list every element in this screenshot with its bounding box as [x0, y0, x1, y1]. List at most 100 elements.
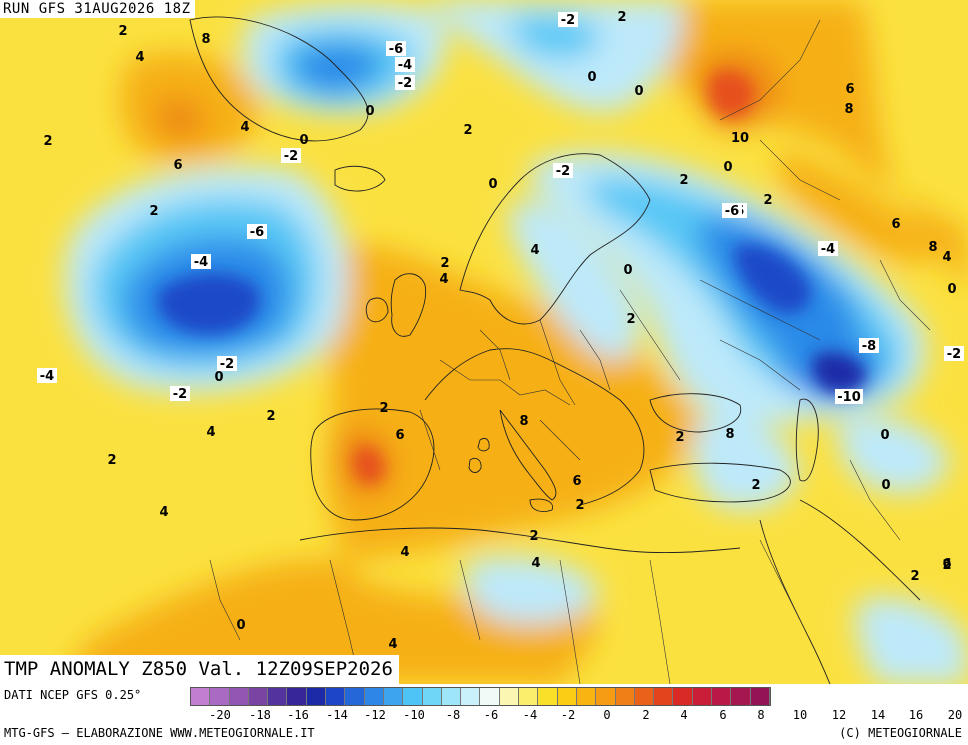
color-swatch [519, 688, 539, 705]
contour-label-bg [217, 356, 237, 371]
color-swatch [383, 688, 404, 705]
contour-label: 0 [236, 618, 245, 633]
color-scale-tick: 8 [757, 708, 765, 722]
color-swatch [191, 688, 211, 705]
footer: DATI NCEP GFS 0.25° -20 -18 -16 -14 -12 -10 -8… [0, 684, 968, 745]
contour-label: 2 [675, 430, 684, 445]
contour-label: 0 [623, 263, 632, 278]
contour-label: 8 [844, 102, 853, 117]
color-scale-ticks: -20 -18 -16 -14 -12 -10 -8 -6 -4 -2 0 2 4 6 8 10 12 14 16 2… [190, 708, 966, 722]
color-swatch [403, 688, 423, 705]
contour-label: -2 [947, 347, 961, 362]
contour-label: -2 [284, 149, 298, 164]
contour-label: 2 [529, 529, 538, 544]
contour-label-bg [835, 389, 863, 404]
color-scale-tick: -2 [560, 708, 576, 722]
color-scale-bar [190, 687, 771, 706]
contour-label: 2 [379, 401, 388, 416]
contour-label: 4 [400, 545, 409, 560]
color-scale-tick: 4 [680, 708, 688, 722]
color-scale-tick: -16 [287, 708, 309, 722]
color-scale-tick: -18 [249, 708, 271, 722]
contour-label-bg [859, 338, 879, 353]
contour-label: 4 [530, 243, 539, 258]
color-scale-tick: 10 [792, 708, 808, 722]
contour-label: 0 [947, 282, 956, 297]
credit-left: MTG-GFS – ELABORAZIONE WWW.METEOGIORNALE… [4, 726, 315, 740]
contour-label: -2 [556, 164, 570, 179]
color-swatch [326, 688, 346, 705]
color-swatch [268, 688, 288, 705]
color-scale-tick: 2 [642, 708, 650, 722]
contour-label: -4 [398, 58, 412, 73]
contour-label: 4 [942, 250, 951, 265]
contour-label: 4 [439, 272, 448, 287]
contour-label: -2 [561, 13, 575, 28]
contour-label-bg [722, 203, 742, 218]
data-source: DATI NCEP GFS 0.25° [4, 688, 142, 702]
color-swatch [673, 688, 693, 705]
contour-label: 2 [463, 123, 472, 138]
contour-label: 6 [942, 557, 951, 572]
contour-label: -4 [821, 242, 835, 257]
contour-label: -6 [725, 204, 739, 219]
contour-label: -6 [250, 225, 264, 240]
contour-label-bg [395, 57, 415, 72]
color-scale-tick: -6 [483, 708, 499, 722]
contour-label: 8 [519, 414, 528, 429]
color-swatch [692, 688, 713, 705]
contour-label: -2 [173, 387, 187, 402]
color-swatch [480, 688, 500, 705]
run-label: RUN GFS 31AUG2026 18Z [0, 0, 195, 18]
contour-label: 4 [240, 120, 249, 135]
color-swatch [576, 688, 597, 705]
credit-right: (C) METEOGIORNALE [839, 726, 962, 740]
contour-label: 2 [763, 193, 772, 208]
color-scale-tick: 20 [947, 708, 963, 722]
contour-label: 0 [214, 370, 223, 385]
contour-label: 2 [149, 204, 158, 219]
color-swatch [461, 688, 481, 705]
color-swatch [557, 688, 577, 705]
contour-label: 2 [679, 173, 688, 188]
color-swatch [634, 688, 655, 705]
contour-label: -4 [40, 369, 54, 384]
color-swatch [441, 688, 462, 705]
color-swatch [364, 688, 384, 705]
contour-label: 2 [910, 569, 919, 584]
contour-label: 0 [488, 177, 497, 192]
contour-label: 6 [572, 474, 581, 489]
contour-label: 4 [159, 505, 168, 520]
contour-label: -8 [862, 339, 876, 354]
contour-label: 0 [634, 84, 643, 99]
contour-label: 0 [299, 133, 308, 148]
contour-label: -6 [389, 42, 403, 57]
contour-label: 8 [928, 240, 937, 255]
contour-label: 4 [135, 50, 144, 65]
contour-label: 4 [206, 425, 215, 440]
contour-label: 2 [617, 10, 626, 25]
contour-label: 4 [388, 637, 397, 652]
color-scale-tick: 16 [908, 708, 924, 722]
contour-label-bg [247, 224, 267, 239]
map-canvas: 2482624-6-4-20-202-20-6-4-2024-4-2242-60… [0, 0, 968, 684]
contour-label: 0 [881, 478, 890, 493]
color-swatch [345, 688, 365, 705]
contour-label: 6 [173, 158, 182, 173]
contour-label-bg [944, 346, 964, 361]
color-swatch [422, 688, 442, 705]
contour-label: 0 [880, 428, 889, 443]
contour-label: 0 [587, 70, 596, 85]
contour-label-bg [191, 254, 211, 269]
color-swatch [596, 688, 616, 705]
color-swatch [750, 688, 770, 705]
color-swatch [538, 688, 558, 705]
contour-label: 8 [725, 427, 734, 442]
contour-label: -2 [398, 76, 412, 91]
contour-label: 2 [43, 134, 52, 149]
contour-label: 2 [626, 312, 635, 327]
color-scale-tick: -10 [403, 708, 425, 722]
color-swatch [287, 688, 307, 705]
contour-label: 6 [845, 82, 854, 97]
contour-label-bg [386, 41, 406, 56]
